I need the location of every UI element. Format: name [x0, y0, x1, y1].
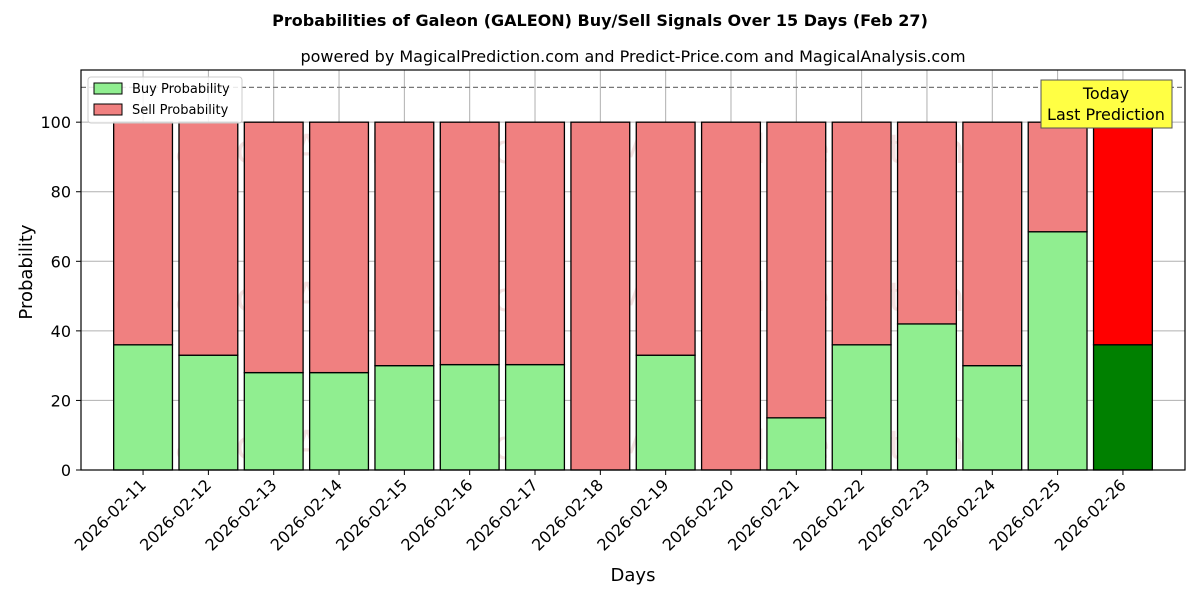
legend-label-buy: Buy Probability [132, 82, 230, 97]
buy-bar [1092, 344, 1153, 471]
y-tick-label: 100 [40, 113, 71, 132]
sell-bar [243, 121, 304, 374]
annotation-text: Today [1082, 84, 1129, 103]
y-tick-label: 20 [51, 391, 71, 410]
y-axis-label: Probability [16, 224, 37, 319]
y-tick-label: 40 [51, 322, 71, 341]
buy-bar [831, 344, 892, 471]
legend-swatch-buy [93, 82, 123, 95]
sell-bar [439, 121, 500, 366]
buy-bar [504, 363, 566, 471]
buy-bar [243, 371, 304, 471]
buy-bar [962, 365, 1023, 471]
legend-box [87, 76, 243, 124]
sell-bar [374, 121, 435, 367]
buy-bar [635, 354, 696, 471]
buy-bar [178, 354, 239, 471]
sell-bar [178, 121, 239, 356]
bar-layer [81, 86, 1185, 471]
buy-bar [308, 371, 370, 471]
sell-bar [831, 121, 892, 346]
buy-bar [113, 344, 174, 471]
legend: Buy Probability Sell Probability [87, 76, 243, 124]
sell-bar [1092, 121, 1153, 346]
buy-bar [1027, 231, 1088, 471]
plot-frame [80, 69, 1186, 471]
sell-bar [308, 121, 370, 374]
y-tick-label: 60 [51, 252, 71, 271]
chart-title: Probabilities of Galeon (GALEON) Buy/Sel… [272, 11, 928, 30]
sell-bar [570, 121, 631, 471]
buy-bar [439, 363, 500, 471]
y-tick-label: 0 [61, 461, 71, 480]
today-annotation: Today Last Prediction [1040, 79, 1173, 129]
sell-bar [700, 121, 762, 471]
sell-bar [635, 121, 696, 356]
sell-bar [962, 121, 1023, 367]
sell-bar [504, 121, 566, 366]
sell-bar [896, 121, 958, 325]
y-tick-label: 80 [51, 183, 71, 202]
annotation-text: Last Prediction [1047, 105, 1165, 124]
sell-bar [113, 121, 174, 346]
sell-bar [1027, 121, 1088, 233]
annotation-box [1040, 79, 1173, 129]
buy-bar [896, 323, 958, 471]
buy-bar [766, 417, 827, 471]
sell-bar [766, 121, 827, 419]
buy-bar [374, 365, 435, 471]
legend-label-sell: Sell Probability [132, 103, 229, 118]
x-axis-label: Days [611, 565, 656, 586]
chart-subtitle: powered by MagicalPrediction.com and Pre… [300, 47, 965, 66]
legend-swatch-sell [93, 103, 123, 116]
